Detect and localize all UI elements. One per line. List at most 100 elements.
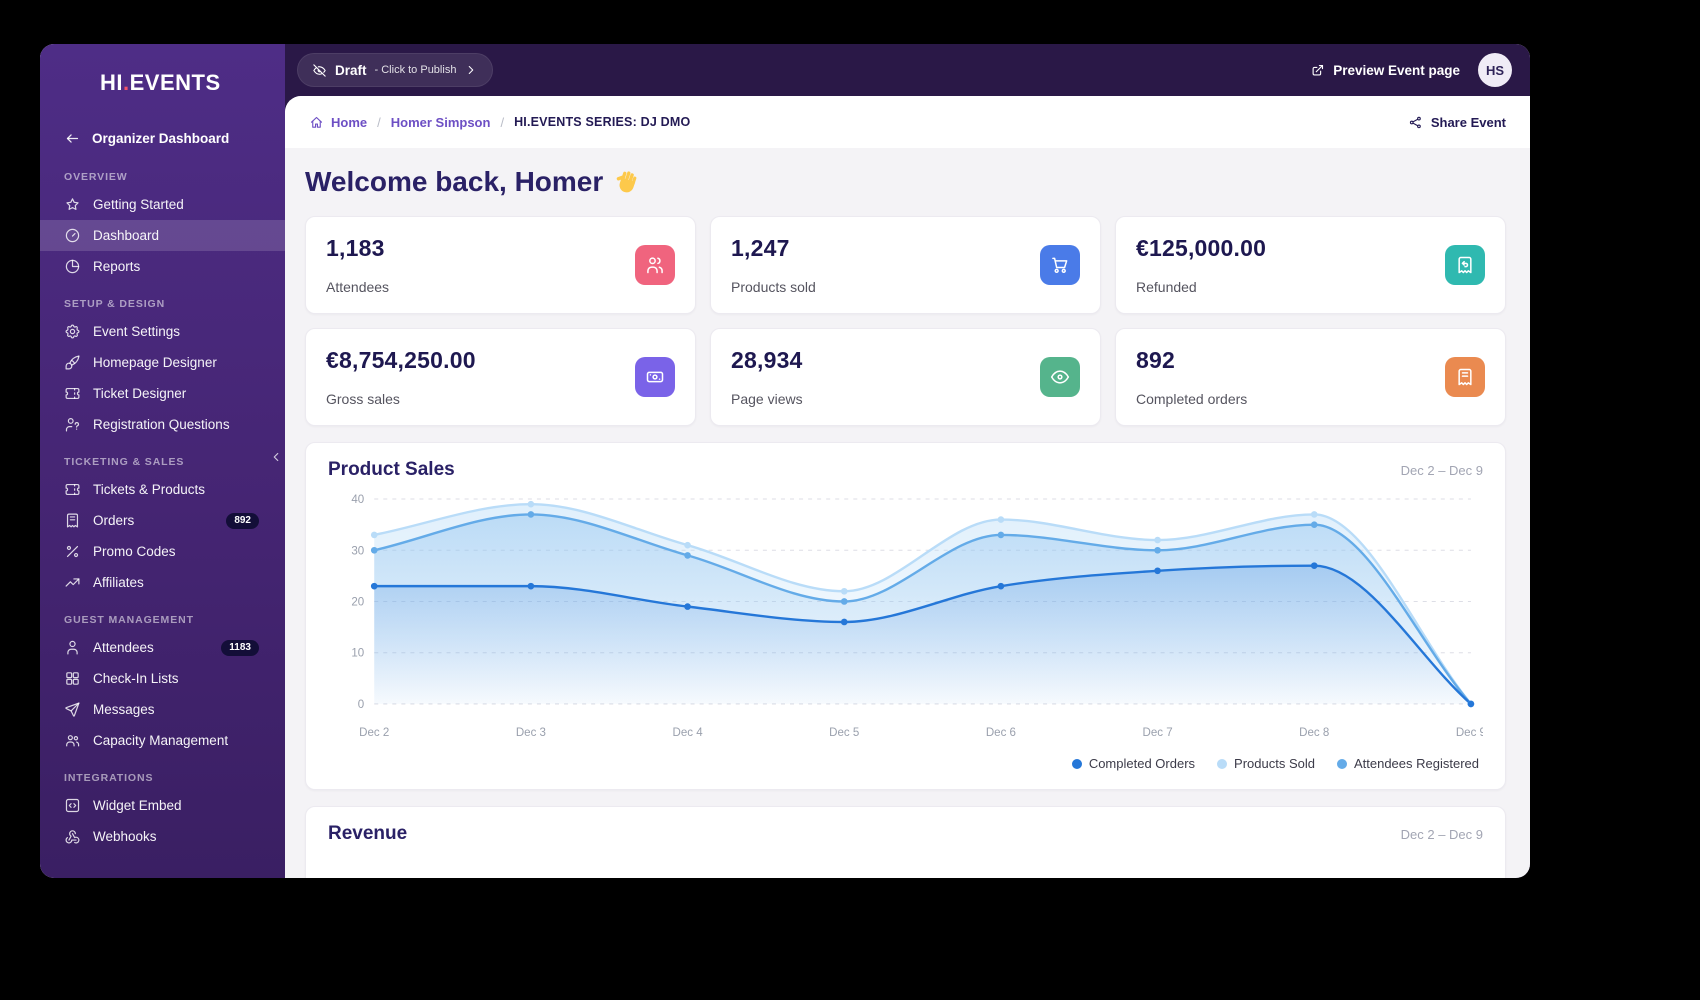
stat-card-products-sold: 1,247 Products sold — [710, 216, 1101, 314]
sidebar-item-widget-embed[interactable]: Widget Embed — [40, 790, 285, 821]
share-event-label: Share Event — [1430, 114, 1506, 130]
content-panel: Home / Homer Simpson / HI.EVENTS SERIES: DJ … — [285, 96, 1530, 878]
receipt-icon — [1445, 357, 1485, 397]
sidebar-item-messages[interactable]: Messages — [40, 694, 285, 725]
svg-text:Dec 4: Dec 4 — [673, 727, 704, 739]
legend-item-attendees-registered[interactable]: Attendees Registered — [1336, 756, 1479, 771]
grid-icon — [64, 670, 82, 687]
sidebar-item-label: Webhooks — [93, 829, 157, 844]
product-sales-date-range: Dec 2 – Dec 9 — [1400, 462, 1483, 478]
share-event-button[interactable]: Share Event — [1408, 115, 1506, 130]
revenue-title: Revenue — [328, 823, 408, 845]
dashboard-content: Welcome back, Homer — [285, 148, 1530, 878]
sidebar-item-attendees[interactable]: Attendees 1183 — [40, 632, 285, 663]
sidebar-section-title-ticketing-sales: TICKETING & SALES — [40, 440, 285, 474]
sidebar-item-event-settings[interactable]: Event Settings — [40, 316, 285, 347]
sidebar-back-link[interactable]: Organizer Dashboard — [40, 126, 285, 155]
breadcrumb-item-homer-simpson[interactable]: Homer Simpson — [390, 114, 491, 130]
sidebar-section-title-setup-design: SETUP & DESIGN — [64, 298, 166, 310]
stat-value: 1,183 — [326, 235, 385, 261]
sidebar-item-label: Tickets & Products — [93, 482, 206, 497]
trending-up-icon — [64, 574, 82, 591]
breadcrumb-separator: / — [377, 114, 381, 130]
stat-card-page-views: 28,934 Page views — [710, 328, 1101, 426]
sidebar-item-getting-started[interactable]: Getting Started — [40, 189, 285, 220]
svg-text:Dec 8: Dec 8 — [1299, 727, 1329, 739]
sidebar-collapse-icon[interactable] — [269, 450, 283, 464]
sidebar-item-label: Affiliates — [93, 575, 144, 590]
webhook-icon — [64, 828, 82, 845]
breadcrumb-bar: Home / Homer Simpson / HI.EVENTS SERIES: DJ … — [285, 96, 1530, 148]
breadcrumb-item-home[interactable]: Home — [309, 115, 367, 130]
chevron-right-icon — [464, 63, 478, 77]
sidebar-item-label: Reports — [93, 259, 141, 274]
eye-off-icon — [312, 63, 327, 78]
preview-event-label: Preview Event page — [1333, 62, 1460, 78]
breadcrumb-item-hi-events-series-dj-dmo: HI.EVENTS SERIES: DJ DMO — [514, 115, 691, 129]
sidebar-item-label: Registration Questions — [93, 417, 230, 432]
legend-item-products-sold[interactable]: Products Sold — [1217, 756, 1315, 771]
home-icon — [309, 115, 324, 130]
sidebar-item-check-in-lists[interactable]: Check-In Lists — [40, 663, 285, 694]
sidebar-item-ticket-designer[interactable]: Ticket Designer — [40, 378, 285, 409]
svg-text:10: 10 — [351, 648, 364, 660]
sidebar-item-label: Messages — [93, 702, 155, 717]
welcome-heading: Welcome back, Homer — [305, 166, 1506, 198]
ticket-icon — [64, 481, 82, 498]
sidebar-item-promo-codes[interactable]: Promo Codes — [40, 536, 285, 567]
chart-legend: Completed Orders Products Sold Attendees R… — [328, 748, 1483, 779]
draft-publish-button[interactable]: Draft - Click to Publish — [297, 53, 494, 87]
sidebar-item-dashboard[interactable]: Dashboard — [40, 220, 285, 251]
user-avatar[interactable]: HS — [1478, 53, 1512, 87]
paint-icon — [64, 354, 82, 371]
stat-label: Refunded — [1136, 279, 1197, 295]
top-header: Draft - Click to Publish Preview Event p… — [285, 44, 1530, 96]
code-icon — [64, 797, 82, 814]
stat-card-attendees: 1,183 Attendees — [305, 216, 696, 314]
sidebar-section-title-overview: OVERVIEW — [64, 171, 128, 183]
sidebar-item-homepage-designer[interactable]: Homepage Designer — [40, 347, 285, 378]
sidebar-item-capacity-management[interactable]: Capacity Management — [40, 725, 285, 756]
sidebar-item-registration-questions[interactable]: Registration Questions — [40, 409, 285, 440]
users-group-icon — [64, 732, 82, 749]
sidebar-item-label: Capacity Management — [93, 733, 229, 748]
sidebar-item-label: Event Settings — [93, 324, 181, 339]
sidebar-item-label: Getting Started — [93, 197, 184, 212]
users-icon — [635, 245, 675, 285]
wave-emoji-icon — [613, 169, 640, 196]
stat-value: €125,000.00 — [1136, 235, 1267, 261]
count-badge: 892 — [226, 512, 259, 529]
app-logo[interactable]: HI.EVENTS — [100, 70, 221, 95]
svg-text:20: 20 — [351, 597, 364, 609]
sidebar-item-affiliates[interactable]: Affiliates — [40, 567, 285, 598]
breadcrumb: Home / Homer Simpson / HI.EVENTS SERIES: DJ … — [309, 115, 690, 130]
sidebar-item-orders[interactable]: Orders 892 — [40, 505, 285, 536]
stat-value: 28,934 — [731, 347, 803, 373]
legend-label: Products Sold — [1234, 756, 1315, 772]
main-column: Draft - Click to Publish Preview Event p… — [285, 44, 1530, 878]
sidebar-item-webhooks[interactable]: Webhooks — [40, 821, 285, 852]
cash-icon — [635, 357, 675, 397]
product-sales-title: Product Sales — [328, 459, 455, 480]
draft-sub-label: - Click to Publish — [374, 64, 457, 76]
sidebar-item-tickets-products[interactable]: Tickets & Products — [40, 474, 285, 505]
receipt-icon — [64, 512, 82, 529]
svg-text:Dec 2: Dec 2 — [359, 727, 389, 739]
sidebar-item-label: Promo Codes — [93, 544, 176, 559]
sidebar-item-label: Widget Embed — [93, 798, 182, 813]
stats-grid: 1,183 Attendees 1,247 Products sold €125,000… — [305, 216, 1506, 426]
product-sales-chart[interactable]: 0 10 20 30 40 Dec 2 Dec 3 Dec 4 Dec 5 Dec 6 Dec 7 D… — [328, 485, 1483, 748]
svg-text:30: 30 — [351, 545, 364, 557]
count-badge: 1183 — [221, 639, 259, 656]
legend-dot — [1217, 758, 1228, 769]
sidebar-item-label: Check-In Lists — [93, 671, 179, 686]
sidebar-item-reports[interactable]: Reports — [40, 251, 285, 282]
preview-event-link[interactable]: Preview Event page — [1310, 63, 1460, 78]
external-link-icon — [1310, 63, 1325, 78]
legend-dot — [1336, 758, 1347, 769]
ticket-icon — [64, 385, 82, 402]
revenue-card: Revenue Dec 2 – Dec 9 — [305, 806, 1506, 878]
legend-item-completed-orders[interactable]: Completed Orders — [1071, 756, 1195, 771]
stat-label: Completed orders — [1136, 391, 1248, 407]
send-icon — [64, 701, 82, 718]
